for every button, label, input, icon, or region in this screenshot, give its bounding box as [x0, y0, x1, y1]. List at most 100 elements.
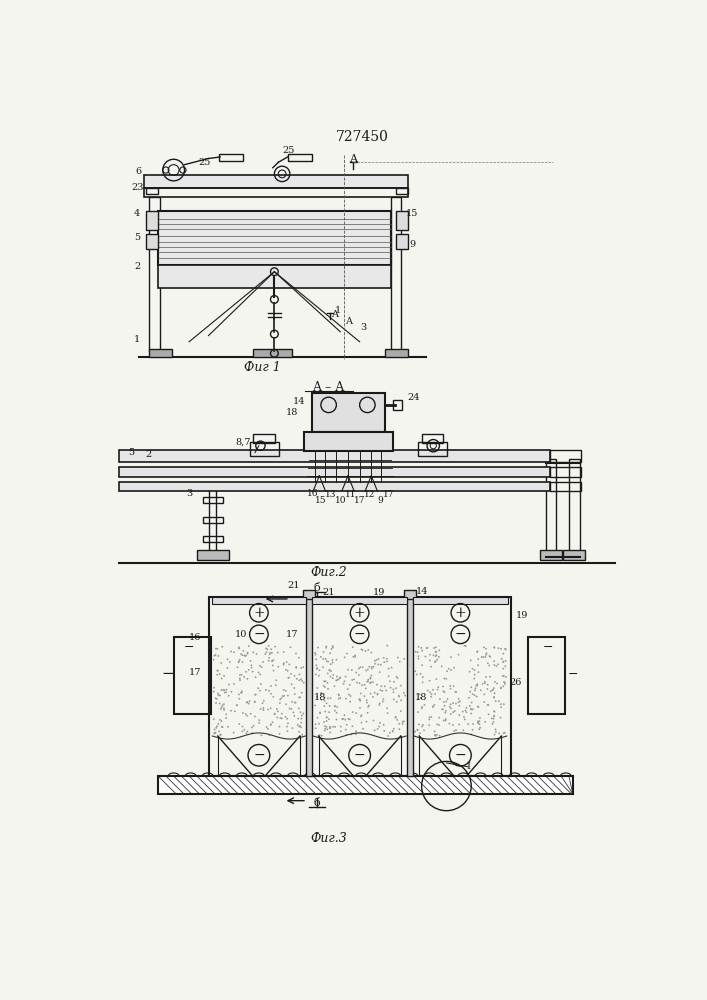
Circle shape	[464, 710, 467, 711]
Circle shape	[403, 692, 405, 694]
Circle shape	[361, 714, 363, 716]
Circle shape	[416, 729, 419, 731]
Circle shape	[366, 702, 368, 704]
Circle shape	[389, 680, 391, 682]
Text: 21: 21	[322, 588, 335, 597]
Circle shape	[484, 682, 486, 684]
Circle shape	[245, 655, 247, 657]
Circle shape	[359, 698, 361, 700]
Circle shape	[387, 735, 389, 737]
Circle shape	[383, 730, 385, 732]
Circle shape	[325, 726, 327, 728]
Circle shape	[221, 720, 222, 722]
Circle shape	[472, 708, 474, 710]
Circle shape	[272, 665, 274, 666]
Circle shape	[221, 689, 223, 691]
Circle shape	[330, 663, 332, 665]
Circle shape	[272, 659, 274, 661]
Circle shape	[262, 702, 264, 704]
Circle shape	[392, 730, 394, 732]
Circle shape	[267, 648, 268, 650]
Circle shape	[395, 687, 397, 689]
Bar	[197, 550, 230, 560]
Circle shape	[315, 664, 317, 666]
Circle shape	[445, 678, 448, 680]
Circle shape	[386, 658, 387, 660]
Circle shape	[442, 686, 444, 687]
Bar	[288, 154, 312, 161]
Circle shape	[491, 717, 493, 719]
Circle shape	[480, 689, 481, 691]
Circle shape	[472, 729, 474, 731]
Text: 10: 10	[335, 496, 346, 505]
Text: +: +	[253, 606, 264, 620]
Circle shape	[457, 654, 460, 656]
Circle shape	[421, 706, 423, 708]
Text: 3: 3	[361, 323, 367, 332]
Text: −: −	[543, 641, 553, 654]
Circle shape	[347, 718, 349, 720]
Bar	[119, 450, 549, 462]
Circle shape	[339, 677, 341, 679]
Circle shape	[258, 722, 260, 724]
Circle shape	[316, 696, 318, 698]
Circle shape	[370, 675, 372, 676]
Text: 14: 14	[416, 587, 428, 596]
Text: −: −	[253, 627, 264, 641]
Circle shape	[273, 670, 274, 671]
Circle shape	[505, 676, 507, 678]
Circle shape	[277, 652, 279, 653]
Circle shape	[216, 670, 218, 672]
Circle shape	[417, 711, 419, 713]
Circle shape	[247, 703, 250, 705]
Circle shape	[288, 677, 289, 679]
Circle shape	[500, 648, 502, 650]
Circle shape	[323, 721, 325, 723]
Circle shape	[332, 674, 334, 676]
Circle shape	[339, 697, 341, 699]
Circle shape	[458, 724, 460, 725]
Circle shape	[326, 716, 327, 718]
Text: 15: 15	[315, 496, 327, 505]
Circle shape	[417, 698, 419, 700]
Circle shape	[293, 715, 296, 717]
Circle shape	[336, 719, 337, 720]
Bar	[203, 517, 223, 523]
Circle shape	[370, 677, 371, 679]
Circle shape	[217, 670, 218, 671]
Text: Фиг.2: Фиг.2	[310, 566, 347, 579]
Circle shape	[267, 709, 269, 710]
Circle shape	[381, 690, 383, 692]
Circle shape	[329, 727, 332, 729]
Circle shape	[303, 713, 304, 715]
Circle shape	[500, 706, 502, 708]
Circle shape	[476, 696, 478, 697]
Circle shape	[288, 664, 290, 665]
Circle shape	[435, 651, 436, 653]
Circle shape	[393, 728, 395, 730]
Circle shape	[351, 725, 354, 727]
Circle shape	[298, 697, 300, 698]
Circle shape	[370, 678, 371, 680]
Circle shape	[419, 732, 421, 734]
Text: 23: 23	[132, 183, 144, 192]
Circle shape	[319, 712, 321, 714]
Text: −: −	[455, 627, 466, 641]
Circle shape	[221, 662, 222, 664]
Circle shape	[396, 676, 397, 678]
Circle shape	[359, 666, 361, 668]
Circle shape	[367, 669, 369, 670]
Circle shape	[358, 674, 360, 676]
Circle shape	[474, 694, 476, 696]
Circle shape	[484, 681, 486, 683]
Circle shape	[470, 733, 472, 735]
Circle shape	[354, 656, 356, 658]
Circle shape	[216, 674, 218, 676]
Circle shape	[478, 728, 480, 730]
Bar	[174, 637, 211, 714]
Circle shape	[288, 707, 291, 709]
Circle shape	[504, 648, 506, 650]
Circle shape	[324, 700, 325, 702]
Circle shape	[329, 669, 331, 671]
Circle shape	[346, 724, 348, 726]
